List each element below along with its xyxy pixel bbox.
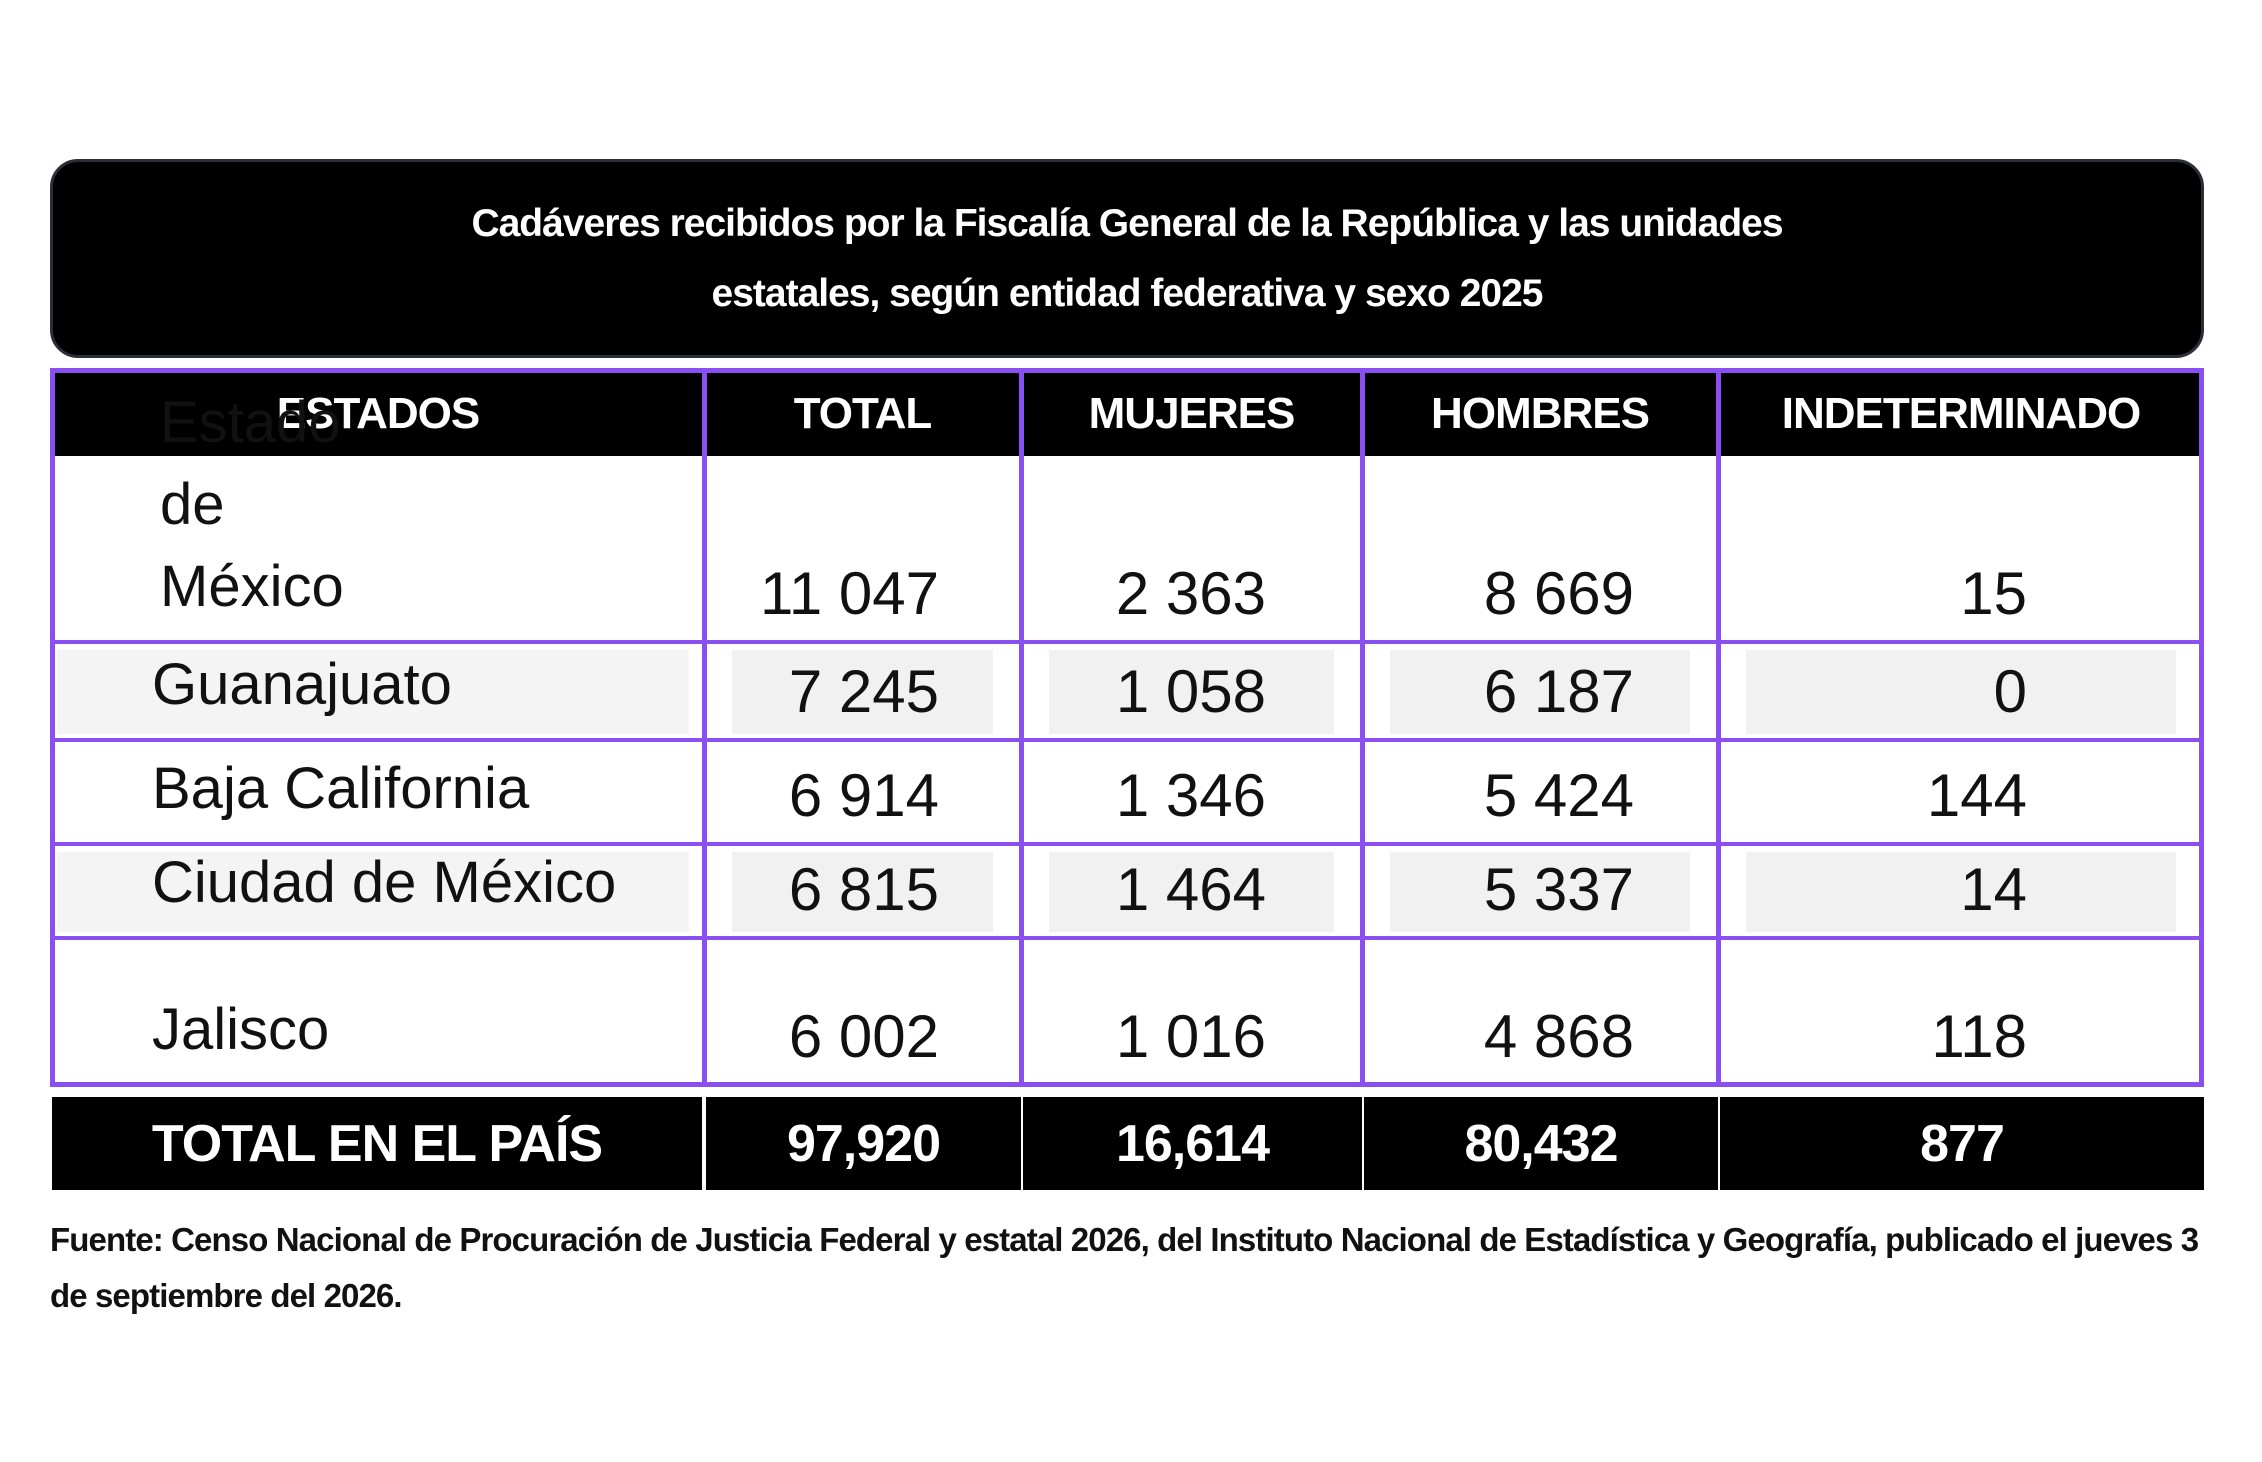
value-cell: 1 346 xyxy=(1115,762,1266,829)
total-label: TOTAL EN EL PAÍS xyxy=(52,1097,702,1190)
value-cell: 1 464 xyxy=(1115,856,1266,923)
source-note: Fuente: Censo Nacional de Procuración de… xyxy=(50,1221,2199,1314)
row-shade xyxy=(1049,650,1334,734)
value-cell: 6 914 xyxy=(788,762,939,829)
column-header: ESTADOS xyxy=(52,372,704,456)
value-cell: 4 868 xyxy=(1483,1003,1634,1070)
row-shade xyxy=(1746,650,2176,734)
row-divider xyxy=(52,640,2202,644)
row-shade xyxy=(57,852,689,932)
row-divider xyxy=(52,936,2202,940)
total-value: 877 xyxy=(1720,1097,2204,1190)
value-cell: 0 xyxy=(1993,658,2027,725)
column-header: INDETERMINADO xyxy=(1718,372,2204,456)
row-shade xyxy=(57,650,689,734)
state-name: Ciudad de México xyxy=(152,850,617,915)
column-divider xyxy=(702,370,707,1085)
value-cell: 8 669 xyxy=(1483,560,1634,627)
column-divider xyxy=(1019,370,1024,1085)
value-cell: 6 002 xyxy=(788,1003,939,1070)
value-cell: 5 424 xyxy=(1483,762,1634,829)
value-cell: 1 016 xyxy=(1115,1003,1266,1070)
value-cell: 1 058 xyxy=(1115,658,1266,725)
row-shade xyxy=(1390,650,1690,734)
column-header: HOMBRES xyxy=(1362,372,1718,456)
row-shade xyxy=(1049,852,1334,932)
total-value: 16,614 xyxy=(1023,1097,1362,1190)
value-cell: 144 xyxy=(1926,762,2027,829)
title-line: Cadáveres recibidos por la Fiscalía Gene… xyxy=(471,201,1783,245)
value-cell: 5 337 xyxy=(1483,856,1634,923)
value-cell: 7 245 xyxy=(788,658,939,725)
value-cell: 118 xyxy=(1931,1003,2027,1070)
value-cell: 15 xyxy=(1960,560,2027,627)
title-line: estatales, según entidad federativa y se… xyxy=(711,271,1544,315)
state-name: Guanajuato xyxy=(152,652,452,717)
value-cell: 6 815 xyxy=(788,856,939,923)
total-value: 80,432 xyxy=(1364,1097,1718,1190)
value-cell: 2 363 xyxy=(1115,560,1266,627)
row-shade xyxy=(1746,852,2176,932)
value-cell: 6 187 xyxy=(1483,658,1634,725)
row-shade xyxy=(732,650,993,734)
column-header: MUJERES xyxy=(1021,372,1362,456)
title-box: Cadáveres recibidos por la Fiscalía Gene… xyxy=(50,159,2204,358)
value-cell: 14 xyxy=(1960,856,2027,923)
state-name: Baja California xyxy=(152,756,530,821)
state-name: Jalisco xyxy=(152,997,330,1062)
row-divider xyxy=(52,842,2202,846)
value-cell: 11 047 xyxy=(759,560,939,627)
column-divider xyxy=(1716,370,1721,1085)
row-shade xyxy=(732,852,993,932)
total-value: 97,920 xyxy=(706,1097,1021,1190)
table-frame xyxy=(50,368,2204,1087)
column-divider xyxy=(1360,370,1365,1085)
row-divider xyxy=(52,738,2202,742)
column-header: TOTAL xyxy=(704,372,1021,456)
row-shade xyxy=(1390,852,1690,932)
